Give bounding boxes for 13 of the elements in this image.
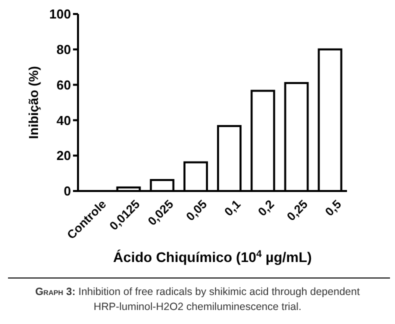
- x-tick-label: 0,2: [255, 196, 278, 219]
- y-tick-label: 80: [56, 42, 71, 57]
- y-tick-label: 0: [64, 184, 71, 199]
- y-tick-label: 60: [56, 77, 71, 92]
- y-tick-label: 40: [56, 112, 71, 128]
- text: HRP-luminol-H2O2 chemiluminescence trial.: [94, 301, 302, 313]
- x-tick-label: 0,1: [222, 196, 244, 219]
- x-axis-title: Ácido Chiquímico (10$^{4}$ µg/mL): [113, 248, 312, 265]
- caption: Graph 3: Inhibition of free radicals by shikimic acid through dependent: [35, 286, 360, 298]
- y-tick-label: 100: [49, 6, 71, 22]
- y-axis-title: Inibição (%): [26, 66, 41, 139]
- y-tick-label: 20: [56, 148, 71, 164]
- x-tick-label: 0,5: [322, 196, 344, 219]
